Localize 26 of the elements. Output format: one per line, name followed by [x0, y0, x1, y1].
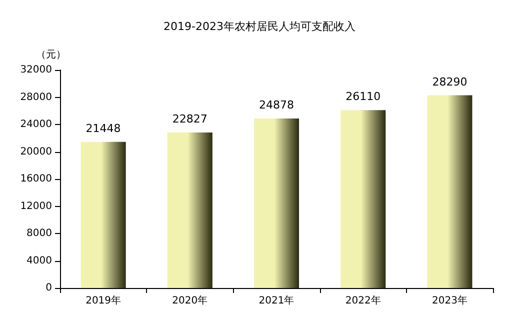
bar: [167, 132, 212, 288]
x-tick-label: 2020年: [172, 294, 208, 306]
data-label: 28290: [432, 75, 468, 88]
x-tick-label: 2022年: [345, 294, 381, 306]
x-tick-label: 2021年: [258, 294, 294, 306]
bar: [254, 118, 300, 288]
data-label: 26110: [346, 90, 381, 104]
y-tick-label: 32000: [20, 64, 52, 76]
data-label: 22827: [172, 112, 208, 126]
y-axis-title: （元）: [36, 50, 66, 60]
y-tick-label: 0: [46, 282, 52, 294]
y-tick-label: 4000: [26, 255, 52, 266]
x-tick-label: 2023年: [432, 294, 468, 306]
y-tick-label: 12000: [20, 200, 52, 212]
bar: [427, 95, 472, 288]
bar: [340, 110, 386, 288]
chart-title: 2019-2023年农村居民人均可支配收入: [164, 20, 356, 33]
y-tick-label: 28000: [20, 92, 52, 103]
y-tick-label: 16000: [20, 174, 52, 184]
y-tick-label: 20000: [20, 146, 52, 158]
bar: [80, 142, 126, 288]
data-label: 21448: [86, 122, 121, 135]
x-tick-label: 2019年: [86, 294, 122, 306]
data-label: 24878: [259, 98, 294, 112]
y-tick-label: 8000: [26, 228, 52, 239]
y-tick-label: 24000: [20, 119, 52, 130]
